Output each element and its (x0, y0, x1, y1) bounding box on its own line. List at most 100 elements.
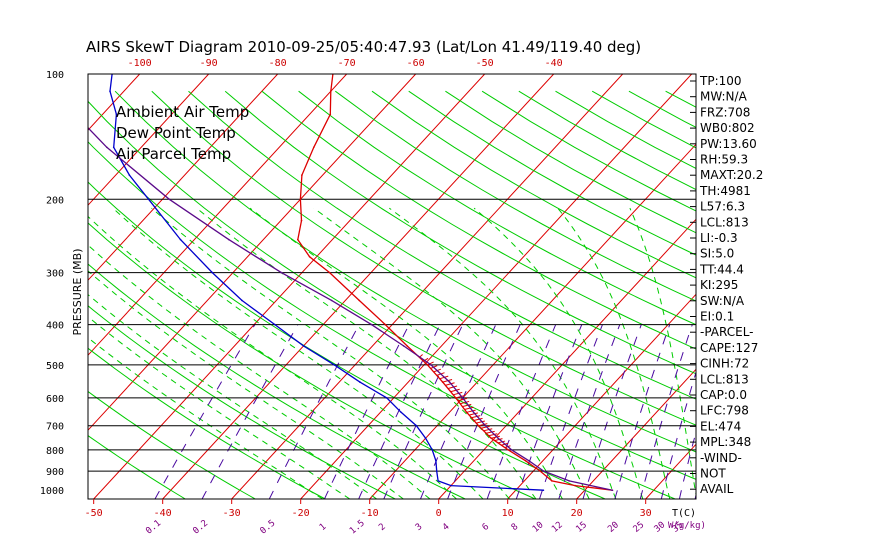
dry-adiabat-line (335, 90, 696, 302)
isotherm-line (853, 74, 870, 499)
index-label: SI:5.0 (700, 247, 734, 261)
data-point-ambient (490, 437, 493, 440)
y-axis-label: PRESSURE (MB) (71, 249, 84, 336)
data-point-parcel (611, 489, 614, 492)
data-point-dewpoint (115, 113, 118, 116)
mixing-ratio-tick-label: 0.1 (144, 518, 163, 536)
data-point-parcel (370, 323, 373, 326)
moist-adiabat-line (473, 207, 644, 499)
cape-hatch (466, 409, 476, 413)
dry-adiabat-line (188, 90, 696, 400)
data-point-parcel (106, 146, 108, 149)
legend: Ambient Air Temp Dew Point Temp Air Parc… (116, 103, 249, 163)
pressure-tick-label: 800 (46, 446, 64, 457)
cape-hatch (457, 397, 468, 402)
mixing-ratio-tick-label: 15 (574, 520, 589, 535)
mixing-ratio-line (383, 324, 464, 499)
data-point-ambient (329, 113, 332, 116)
data-point-dewpoint (112, 146, 115, 149)
pressure-tick-label: 500 (46, 361, 64, 372)
moist-adiabat-line (557, 207, 671, 499)
data-point-ambient (426, 364, 429, 366)
data-point-dewpoint (435, 470, 438, 472)
mixing-ratio-tick-label: 8 (510, 522, 521, 533)
top-temp-tick-label: -60 (407, 58, 425, 69)
mixing-ratio-tick-label: 12 (550, 520, 565, 535)
mixing-ratio-line (420, 324, 497, 499)
data-point-dewpoint (128, 174, 131, 176)
data-point-ambient (330, 90, 332, 92)
dry-adiabat-line (88, 305, 396, 499)
pressure-tick-label: 200 (46, 195, 64, 206)
index-label: CAP:0.0 (700, 388, 747, 402)
mixing-ratio-line (486, 324, 557, 499)
cape-hatch (494, 438, 503, 442)
chart-title: AIRS SkewT Diagram 2010-09-25/05:40:47.9… (86, 38, 641, 56)
cape-hatch (447, 385, 458, 390)
cape-hatch (450, 388, 460, 393)
dry-adiabat-line (739, 91, 870, 499)
data-point-parcel (228, 238, 230, 241)
data-point-dewpoint (431, 449, 434, 451)
data-point-dewpoint (241, 299, 243, 302)
mixing-ratio-line (358, 324, 441, 499)
data-point-parcel (280, 271, 283, 274)
temp-tick-label: -40 (154, 508, 172, 519)
isotherm-line (0, 74, 2, 499)
index-label: EI:0.1 (700, 310, 734, 324)
moist-adiabat-line (88, 337, 323, 499)
index-label: -PARCEL- (700, 325, 754, 339)
data-point-dewpoint (109, 90, 111, 92)
index-label: WB0:802 (700, 121, 755, 135)
isotherm-line (576, 368, 696, 499)
moist-adiabat-line (249, 207, 563, 499)
data-point-dewpoint (147, 198, 150, 201)
mixing-ratio-line (660, 370, 696, 499)
pressure-tick-label: 700 (46, 422, 64, 433)
index-label: CAPE:127 (700, 341, 758, 355)
data-point-ambient (297, 238, 299, 241)
dry-adiabat-line (114, 90, 696, 453)
mixing-ratio-line (614, 324, 671, 499)
dry-adiabat-line (88, 181, 606, 499)
cape-hatch (488, 433, 498, 437)
plot-frame (87, 73, 697, 500)
data-point-parcel (448, 381, 451, 383)
moist-adiabat-line (313, 207, 590, 499)
x-axis-label: T(C) (672, 508, 696, 519)
isotherm-line (88, 74, 210, 206)
cape-hatch (471, 415, 481, 419)
isotherm-line (645, 443, 696, 499)
index-label: -WIND- (700, 451, 742, 465)
dry-adiabat-line (224, 90, 696, 375)
index-label: SW:N/A (700, 294, 745, 308)
data-point-parcel (402, 345, 405, 347)
data-point-ambient (477, 424, 480, 427)
index-label: MW:N/A (700, 90, 748, 104)
moist-adiabat-line (629, 207, 696, 497)
data-point-dewpoint (415, 424, 418, 427)
index-label: FRZ:708 (700, 105, 750, 119)
isotherm-line (93, 74, 486, 499)
dry-adiabat-line (88, 222, 536, 499)
data-point-dewpoint (450, 484, 452, 487)
data-point-parcel (168, 198, 171, 201)
isotherm-line (784, 74, 870, 499)
data-point-ambient (301, 174, 303, 176)
data-point-dewpoint (400, 411, 402, 414)
cape-hatch (445, 382, 455, 386)
cape-hatch (480, 425, 490, 429)
index-label: AVAIL (700, 482, 734, 496)
index-label: LCL:813 (700, 215, 749, 229)
data-point-parcel (74, 114, 76, 116)
data-point-dewpoint (424, 437, 427, 440)
mixing-ratio-tick-label: 20 (606, 520, 621, 535)
top-temp-tick-label: -50 (476, 58, 494, 69)
dry-adiabat-line (88, 347, 326, 499)
data-point-ambient (308, 255, 311, 258)
data-point-parcel (484, 424, 487, 427)
index-label: MAXT:20.2 (700, 168, 763, 182)
data-point-ambient (465, 411, 468, 414)
cape-hatch (455, 394, 466, 399)
data-point-parcel (510, 449, 513, 451)
